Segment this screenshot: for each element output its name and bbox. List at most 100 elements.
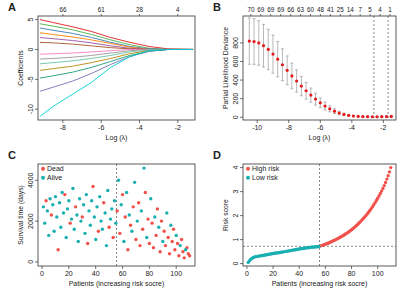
- y-tick: [240, 98, 243, 99]
- point: [94, 238, 97, 241]
- y-tick-label: 400: [232, 74, 239, 86]
- point: [148, 242, 151, 245]
- error-bar: [376, 116, 379, 118]
- y-tick: [240, 263, 243, 264]
- point: [78, 197, 81, 200]
- point: [115, 209, 118, 212]
- x-tick: [325, 266, 326, 269]
- x-tick-label: -4: [136, 124, 142, 131]
- top-tick: [290, 14, 291, 16]
- coefficient-path: [40, 20, 193, 50]
- error-cap: [295, 69, 298, 70]
- top-tick: [310, 14, 311, 16]
- point: [383, 184, 386, 187]
- point: [83, 232, 86, 235]
- error-cap: [314, 93, 317, 94]
- point: [99, 219, 102, 222]
- point: [113, 199, 116, 202]
- x-tick-label: -6: [317, 124, 323, 131]
- point: [172, 228, 175, 231]
- point: [144, 191, 147, 194]
- error-cap: [328, 105, 331, 106]
- point: [42, 205, 45, 208]
- x-tick: [42, 266, 43, 269]
- x-axis-label: Patients (increasing risk socre): [69, 280, 165, 288]
- point: [126, 248, 129, 251]
- figure: -8-6-4-2-10-5056661284Log (λ)Coefficient…: [0, 0, 400, 296]
- x-tick: [177, 120, 178, 123]
- point: [95, 205, 98, 208]
- x-tick-label: -8: [60, 124, 66, 131]
- error-bar: [257, 21, 260, 66]
- point: [156, 207, 159, 210]
- error-cap: [267, 29, 270, 30]
- coefficient-path: [40, 49, 193, 116]
- error-bar: [380, 116, 383, 118]
- point: [132, 205, 135, 208]
- top-tick: [300, 14, 301, 16]
- point: [328, 107, 331, 110]
- y-axis-label: Risk score: [222, 199, 229, 231]
- error-bar: [271, 35, 274, 73]
- x-tick-label: 40: [295, 270, 303, 277]
- point: [82, 203, 85, 206]
- point: [177, 254, 180, 257]
- error-cap: [286, 55, 289, 56]
- top-tick: [101, 14, 102, 16]
- top-tick: [270, 14, 271, 16]
- frame: [38, 16, 195, 120]
- error-cap: [276, 76, 279, 77]
- panel: 02040608010001234Patients (increasing ri…: [213, 149, 396, 288]
- point: [145, 236, 148, 239]
- x-tick: [257, 120, 258, 123]
- top-tick-label: 60: [307, 6, 315, 13]
- x-tick: [62, 120, 63, 123]
- reference-line: [388, 16, 389, 120]
- error-cap: [281, 48, 284, 49]
- error-bar: [357, 115, 360, 117]
- point: [262, 44, 265, 47]
- point: [90, 199, 93, 202]
- x-tick: [101, 120, 102, 123]
- error-bar: [338, 111, 341, 114]
- point: [388, 170, 391, 173]
- point: [179, 244, 182, 247]
- y-tick: [35, 180, 38, 181]
- top-tick-label: 41: [327, 6, 335, 13]
- y-tick-label: 0: [232, 115, 239, 119]
- y-axis-label: Survival time (days): [17, 185, 25, 245]
- point: [276, 58, 279, 61]
- point: [59, 226, 62, 229]
- error-cap: [253, 18, 256, 19]
- point: [161, 240, 164, 243]
- point: [183, 256, 186, 259]
- top-tick: [350, 14, 351, 16]
- point: [164, 244, 167, 247]
- legend-marker: [246, 167, 250, 171]
- y-tick: [35, 109, 38, 110]
- x-tick: [122, 266, 123, 269]
- top-tick-label: 70: [247, 6, 255, 13]
- x-tick: [383, 120, 384, 123]
- point: [46, 209, 49, 212]
- y-tick-label: 0: [232, 262, 239, 266]
- point: [175, 234, 178, 237]
- error-cap: [319, 97, 322, 98]
- error-cap: [286, 84, 289, 85]
- y-tick-label: -5: [27, 76, 34, 82]
- x-tick-label: 80: [145, 270, 153, 277]
- point: [176, 242, 179, 245]
- y-tick: [35, 49, 38, 50]
- x-tick: [299, 266, 300, 269]
- error-cap: [305, 82, 308, 83]
- reference-line: [373, 16, 374, 120]
- error-bar: [366, 116, 369, 118]
- error-cap: [295, 92, 298, 93]
- x-tick-label: -6: [98, 124, 104, 131]
- top-tick-label: 48: [317, 6, 325, 13]
- x-tick: [351, 120, 352, 123]
- point: [93, 215, 96, 218]
- point: [64, 236, 67, 239]
- y-tick: [240, 215, 243, 216]
- point: [51, 203, 54, 206]
